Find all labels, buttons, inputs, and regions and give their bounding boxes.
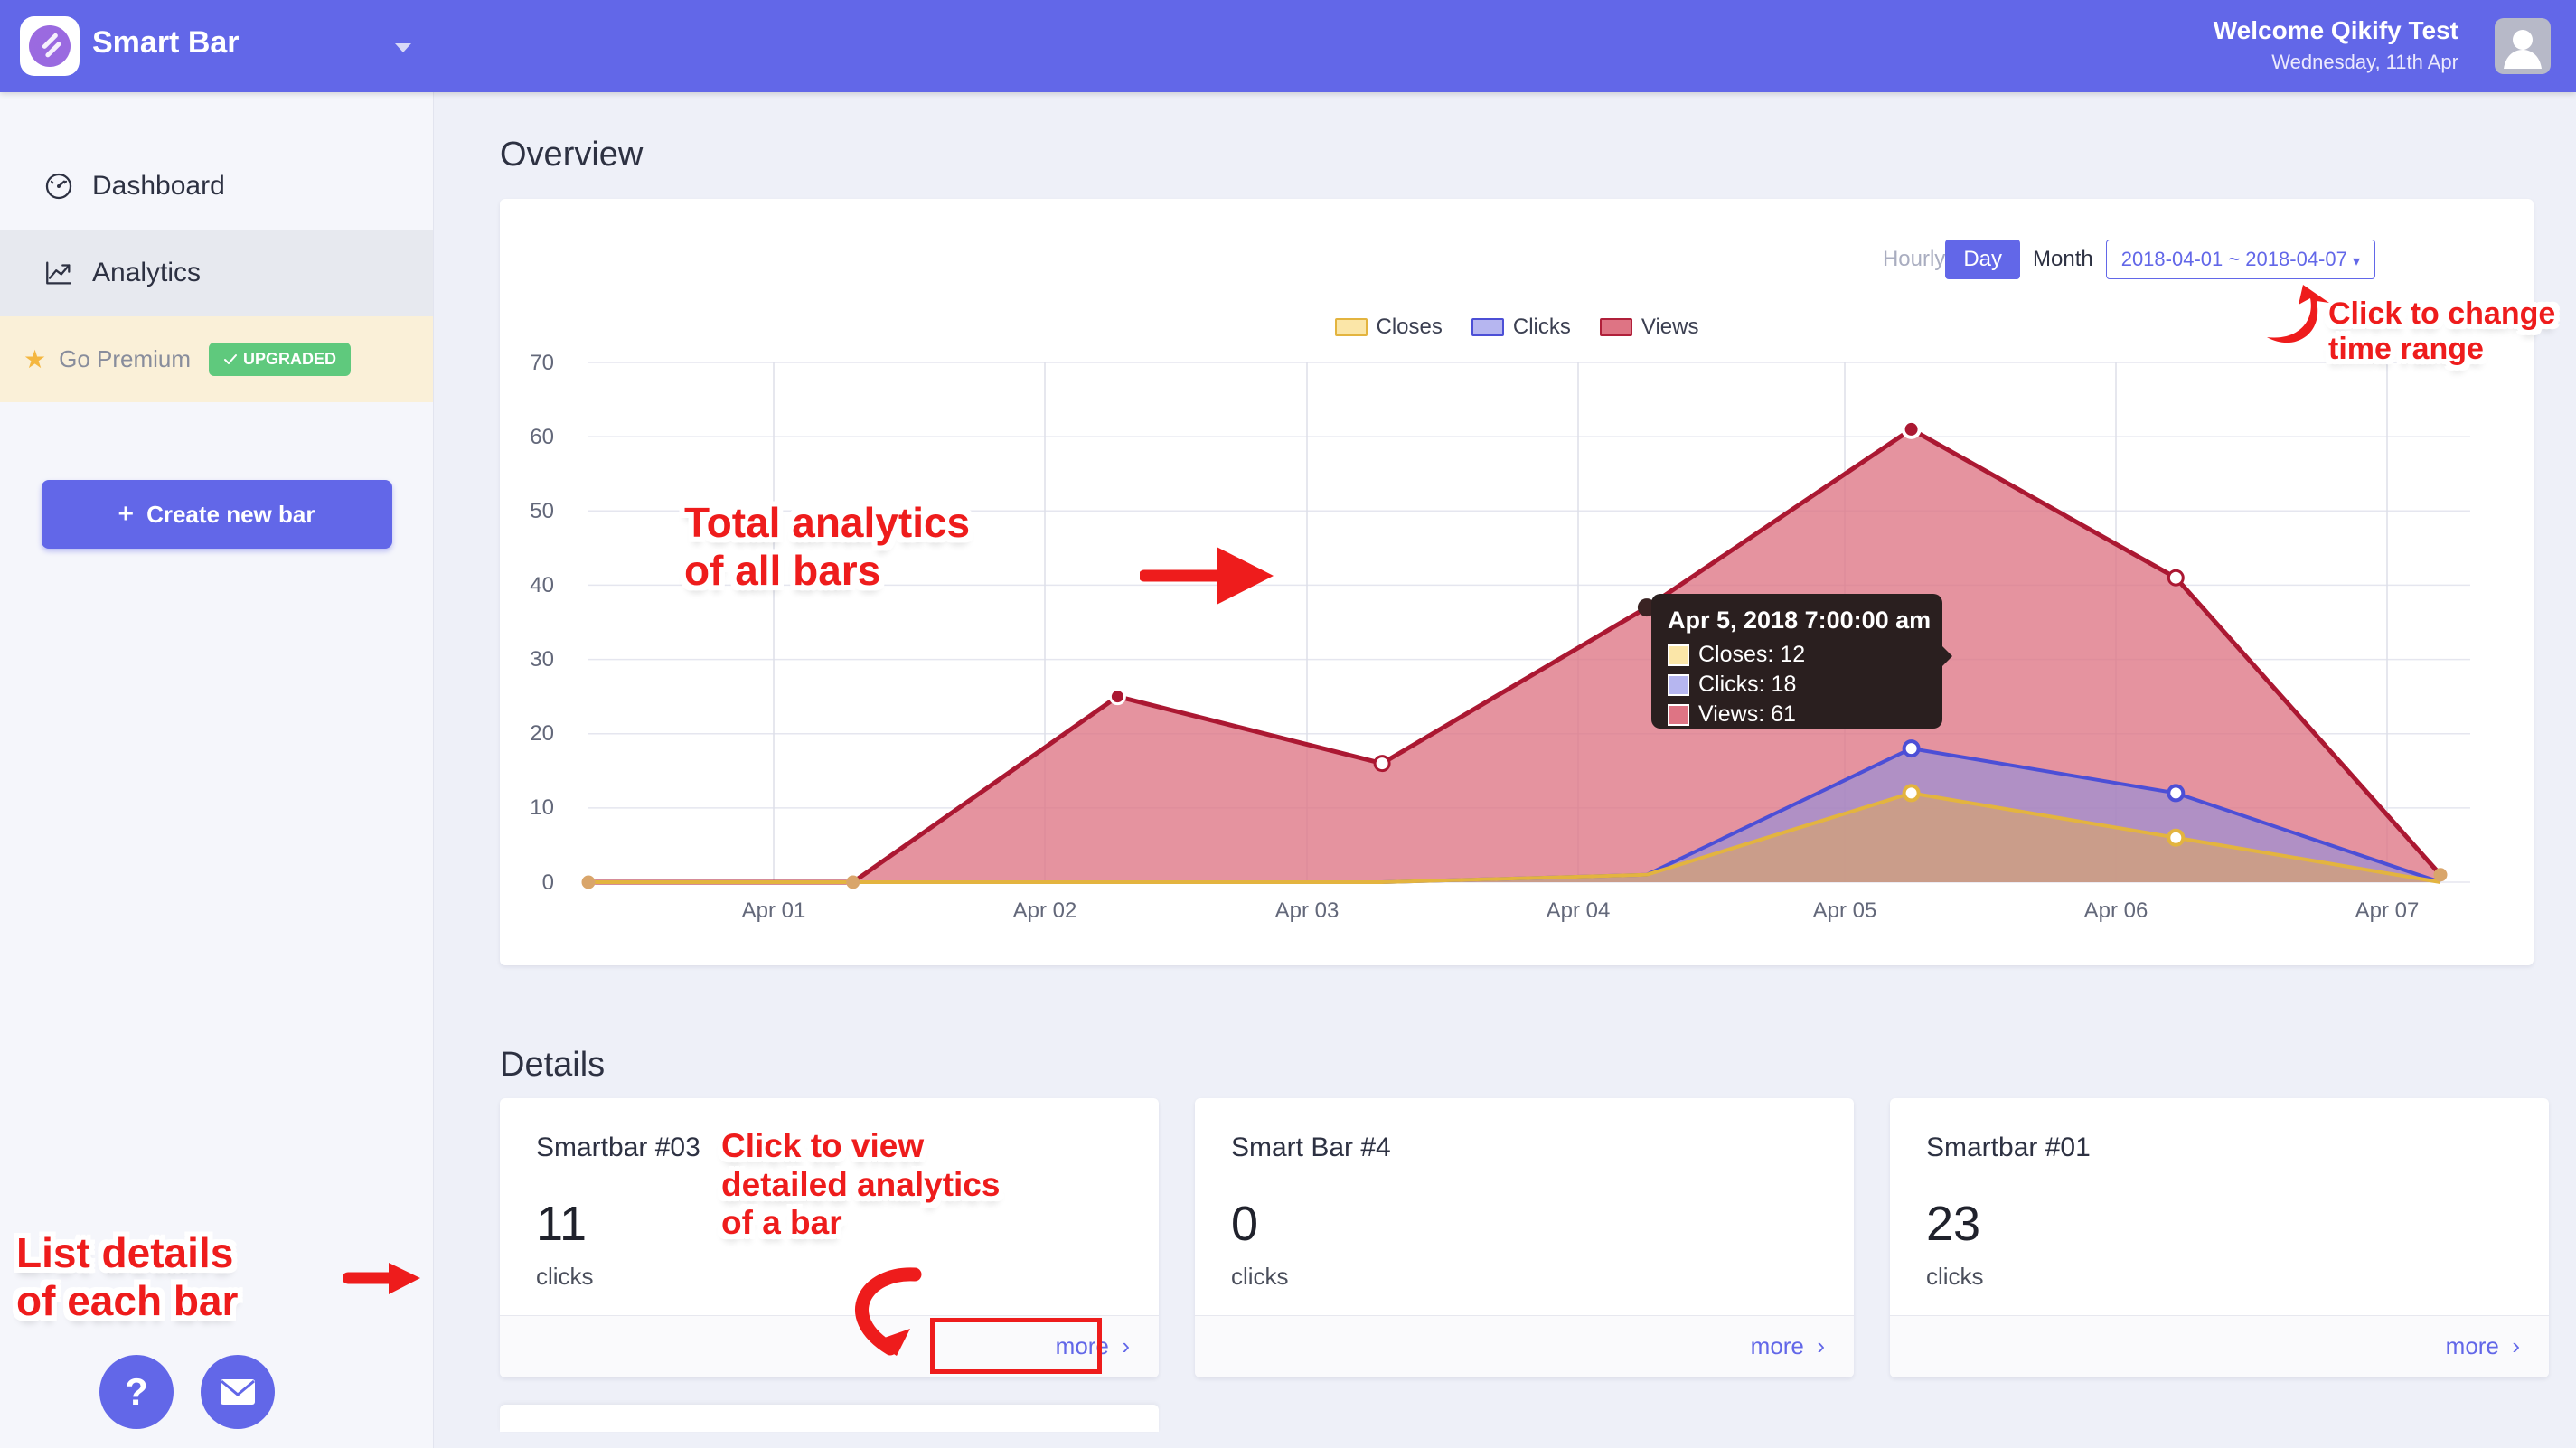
svg-text:Apr 02: Apr 02 xyxy=(1013,898,1077,923)
svg-text:50: 50 xyxy=(530,499,554,523)
svg-text:60: 60 xyxy=(530,425,554,449)
svg-text:20: 20 xyxy=(530,721,554,746)
svg-text:0: 0 xyxy=(542,870,554,895)
svg-text:Apr 01: Apr 01 xyxy=(742,898,806,923)
svg-text:70: 70 xyxy=(530,351,554,375)
svg-text:Apr 07: Apr 07 xyxy=(2355,898,2420,923)
svg-text:10: 10 xyxy=(530,795,554,820)
svg-text:Apr 04: Apr 04 xyxy=(1547,898,1611,923)
svg-text:Apr 03: Apr 03 xyxy=(1275,898,1340,923)
svg-text:40: 40 xyxy=(530,573,554,597)
svg-text:30: 30 xyxy=(530,647,554,672)
svg-text:Apr 05: Apr 05 xyxy=(1813,898,1877,923)
svg-text:Apr 06: Apr 06 xyxy=(2084,898,2148,923)
